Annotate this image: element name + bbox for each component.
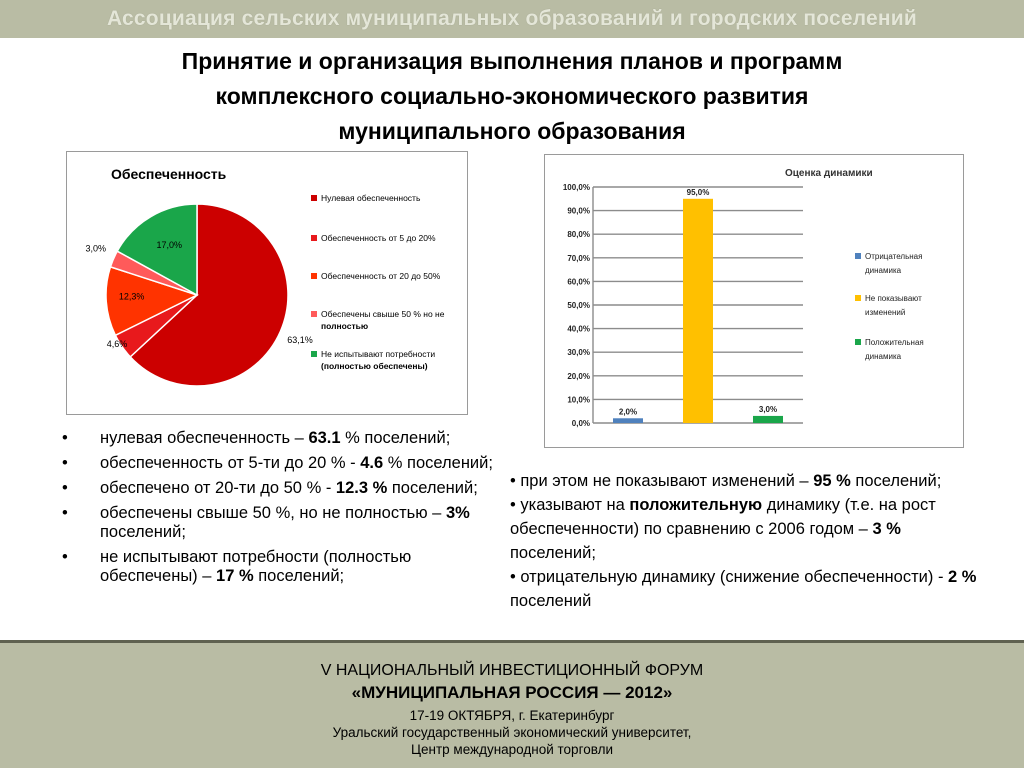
- forum-trade-center: Центр международной торговли: [411, 742, 613, 757]
- bullet-marker: •: [62, 454, 68, 472]
- y-tick-label: 100,0%: [563, 183, 590, 192]
- bar-value-label: 3,0%: [759, 405, 777, 414]
- bullet-marker: •: [62, 479, 68, 497]
- legend-swatch: [311, 235, 317, 241]
- pie-chart: Обеспеченность 63,1% 4,6% 12,3% 3,0% 17,0% Н…: [66, 151, 468, 415]
- pie-slice-label: 17,0%: [156, 240, 182, 250]
- bar-value-label: 95,0%: [687, 188, 710, 197]
- pie-legend-label: Обеспеченность от 20 до 50%: [321, 271, 441, 281]
- bar-legend-label: Положительная динамика: [865, 338, 924, 361]
- bar-legend-label: Отрицательная динамика: [865, 252, 922, 275]
- pie-legend-item: Не испытывают потребности (полностью обес…: [311, 348, 435, 372]
- bullet-marker: •: [62, 504, 68, 522]
- legend-swatch: [311, 195, 317, 201]
- pie-legend-label: Обеспечены свыше 50 % но не полностью: [321, 309, 445, 331]
- legend-swatch: [311, 311, 317, 317]
- legend-swatch: [311, 273, 317, 279]
- bar-value-label: 2,0%: [619, 407, 637, 416]
- title-line-3: муниципального образования: [338, 118, 686, 144]
- bar-chart-plot: Оценка динамики 0,0% 10,0% 20,0% 30,0% 40,0% 5…: [563, 168, 924, 428]
- y-tick-label: 0,0%: [572, 419, 590, 428]
- forum-name: V НАЦИОНАЛЬНЫЙ ИНВЕСТИЦИОННЫЙ ФОРУМ: [320, 662, 704, 679]
- y-tick-label: 10,0%: [567, 395, 590, 404]
- y-tick-label: 90,0%: [567, 207, 590, 216]
- pie-legend-item: Обеспеченность от 20 до 50%: [311, 270, 440, 282]
- list-item: • обеспеченность от 5-ти до 20 % - 4.6 % …: [62, 454, 493, 472]
- pie-slice-label: 4,6%: [107, 339, 128, 349]
- bar-legend-label: Не показывают изменений: [865, 294, 922, 317]
- dynamics-text: • при этом не показывают изменений – 95 …: [510, 469, 990, 613]
- pie-chart-plot: 63,1% 4,6% 12,3% 3,0% 17,0%: [86, 203, 313, 387]
- legend-swatch: [855, 295, 861, 301]
- pie-legend-item: Обеспечены свыше 50 % но не полностью: [311, 308, 444, 332]
- list-item: • обеспечено от 20-ти до 50 % - 12.3 % по…: [62, 479, 478, 497]
- pie-legend-label: Обеспеченность от 5 до 20%: [321, 233, 436, 243]
- pie-slice-label: 3,0%: [86, 243, 107, 253]
- legend-swatch: [855, 253, 861, 259]
- y-tick-label: 40,0%: [567, 325, 590, 334]
- bar-chart-title: Оценка динамики: [785, 168, 873, 179]
- y-tick-label: 80,0%: [567, 230, 590, 239]
- forum-date-place: 17-19 ОКТЯБРЯ, г. Екатеринбург: [409, 708, 615, 723]
- pie-legend-label: Не испытывают потребности (полностью обес…: [321, 349, 436, 371]
- bar: [683, 198, 713, 423]
- pie-slice-label: 12,3%: [119, 292, 145, 302]
- title-line-1: Принятие и организация выполнения планов…: [181, 48, 843, 74]
- list-item: • при этом не показывают изменений – 95 …: [510, 472, 942, 490]
- list-item: • обеспечены свыше 50 %, но не полностью …: [62, 504, 470, 541]
- y-tick-label: 70,0%: [567, 254, 590, 263]
- pie-slice: [129, 203, 289, 387]
- y-tick-label: 30,0%: [567, 348, 590, 357]
- forum-university: Уральский государственный экономический …: [332, 725, 692, 740]
- pie-legend-item: Обеспеченность от 5 до 20%: [311, 232, 436, 244]
- y-tick-label: 50,0%: [567, 301, 590, 310]
- bar: [753, 415, 783, 423]
- footer: V НАЦИОНАЛЬНЫЙ ИНВЕСТИЦИОННЫЙ ФОРУМ «МУН…: [0, 640, 1024, 768]
- y-tick-label: 20,0%: [567, 372, 590, 381]
- legend-swatch: [311, 351, 317, 357]
- page-title: Принятие и организация выполнения планов…: [40, 44, 984, 149]
- supply-bullet-list: • нулевая обеспеченность – 63.1 % поселен…: [56, 429, 496, 592]
- pie-legend-label: Нулевая обеспеченность: [321, 193, 421, 203]
- bullet-marker: •: [62, 548, 68, 566]
- header-banner: Ассоциация сельских муниципальных образо…: [0, 0, 1024, 38]
- list-item: • нулевая обеспеченность – 63.1 % поселен…: [62, 429, 451, 447]
- pie-slice: [105, 265, 199, 337]
- pie-slice: [116, 203, 198, 297]
- list-item: • отрицательную динамику (снижение обесп…: [510, 568, 977, 610]
- list-item: • не испытывают потребности (полностью об…: [62, 548, 412, 585]
- list-item: • указывают на положительную динамику (т…: [510, 496, 936, 562]
- bar-chart: Оценка динамики 0,0% 10,0% 20,0% 30,0% 40,0% 5…: [544, 154, 964, 448]
- title-line-2: комплексного социально-экономического ра…: [215, 83, 809, 109]
- pie-legend-item: Нулевая обеспеченность: [311, 192, 420, 204]
- pie-slice-label: 63,1%: [287, 335, 313, 345]
- bullet-marker: •: [62, 429, 68, 447]
- pie-chart-title: Обеспеченность: [111, 166, 227, 182]
- bar: [613, 418, 643, 423]
- association-name: Ассоциация сельских муниципальных образо…: [106, 7, 918, 30]
- forum-title: «МУНИЦИПАЛЬНАЯ РОССИЯ — 2012»: [351, 683, 673, 702]
- y-tick-label: 60,0%: [567, 277, 590, 286]
- legend-swatch: [855, 339, 861, 345]
